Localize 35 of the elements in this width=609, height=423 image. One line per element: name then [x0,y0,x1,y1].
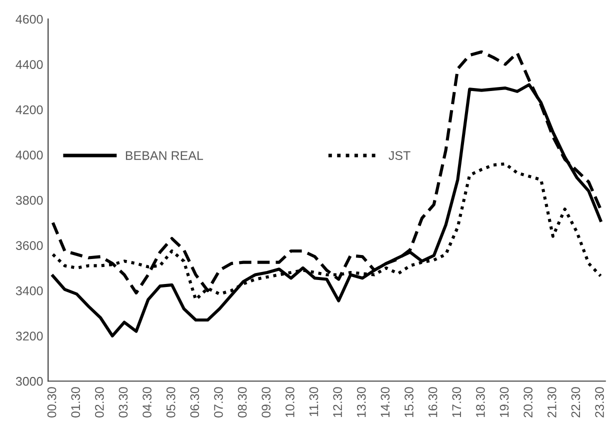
x-tick-label: 14.30 [380,387,390,418]
x-tick-label: 02.30 [95,387,104,418]
x-tick-label: 08.30 [238,387,247,418]
y-tick-label: 3800 [16,196,43,205]
x-tick-label: 12.30 [333,387,342,418]
x-tick-label: 15.30 [404,387,414,418]
x-tick-label: 23.30 [595,387,604,418]
x-tick-label: 16.30 [428,387,438,418]
x-tick-label: 05.30 [166,387,176,418]
x-tick-label: 06.30 [190,387,200,418]
x-tick-label: 01.30 [71,387,80,418]
y-tick-label: 3200 [16,332,43,341]
y-tick-label: 4000 [16,150,43,160]
x-tick-label: 07.30 [214,387,223,418]
x-tick-label: 03.30 [118,387,128,418]
legend-label: BEBAN REAL [126,151,204,160]
y-tick-label: 4400 [16,60,43,69]
x-tick-label: 00.30 [47,387,56,418]
x-tick-label: 13.30 [356,387,366,418]
x-tick-label: 10.30 [286,387,294,418]
x-tick-label: 20.30 [524,387,532,418]
y-tick-label: 3000 [16,376,43,386]
x-tick-label: 22.30 [571,387,580,418]
x-tick-label: 04.30 [142,387,152,418]
y-tick-label: 4600 [16,14,43,24]
x-tick-label: 11.30 [309,387,318,416]
y-tick-label: 4200 [16,105,43,114]
x-tick-label: 19.30 [500,387,509,418]
y-tick-label: 3400 [16,286,43,296]
x-tick-label: 09.30 [262,387,271,418]
x-tick-label: 21.30 [547,387,556,418]
legend-label: JST [388,151,410,160]
y-tick-label: 3600 [16,241,43,250]
x-tick-label: 18.30 [476,387,485,418]
x-tick-label: 17.30 [452,387,462,418]
